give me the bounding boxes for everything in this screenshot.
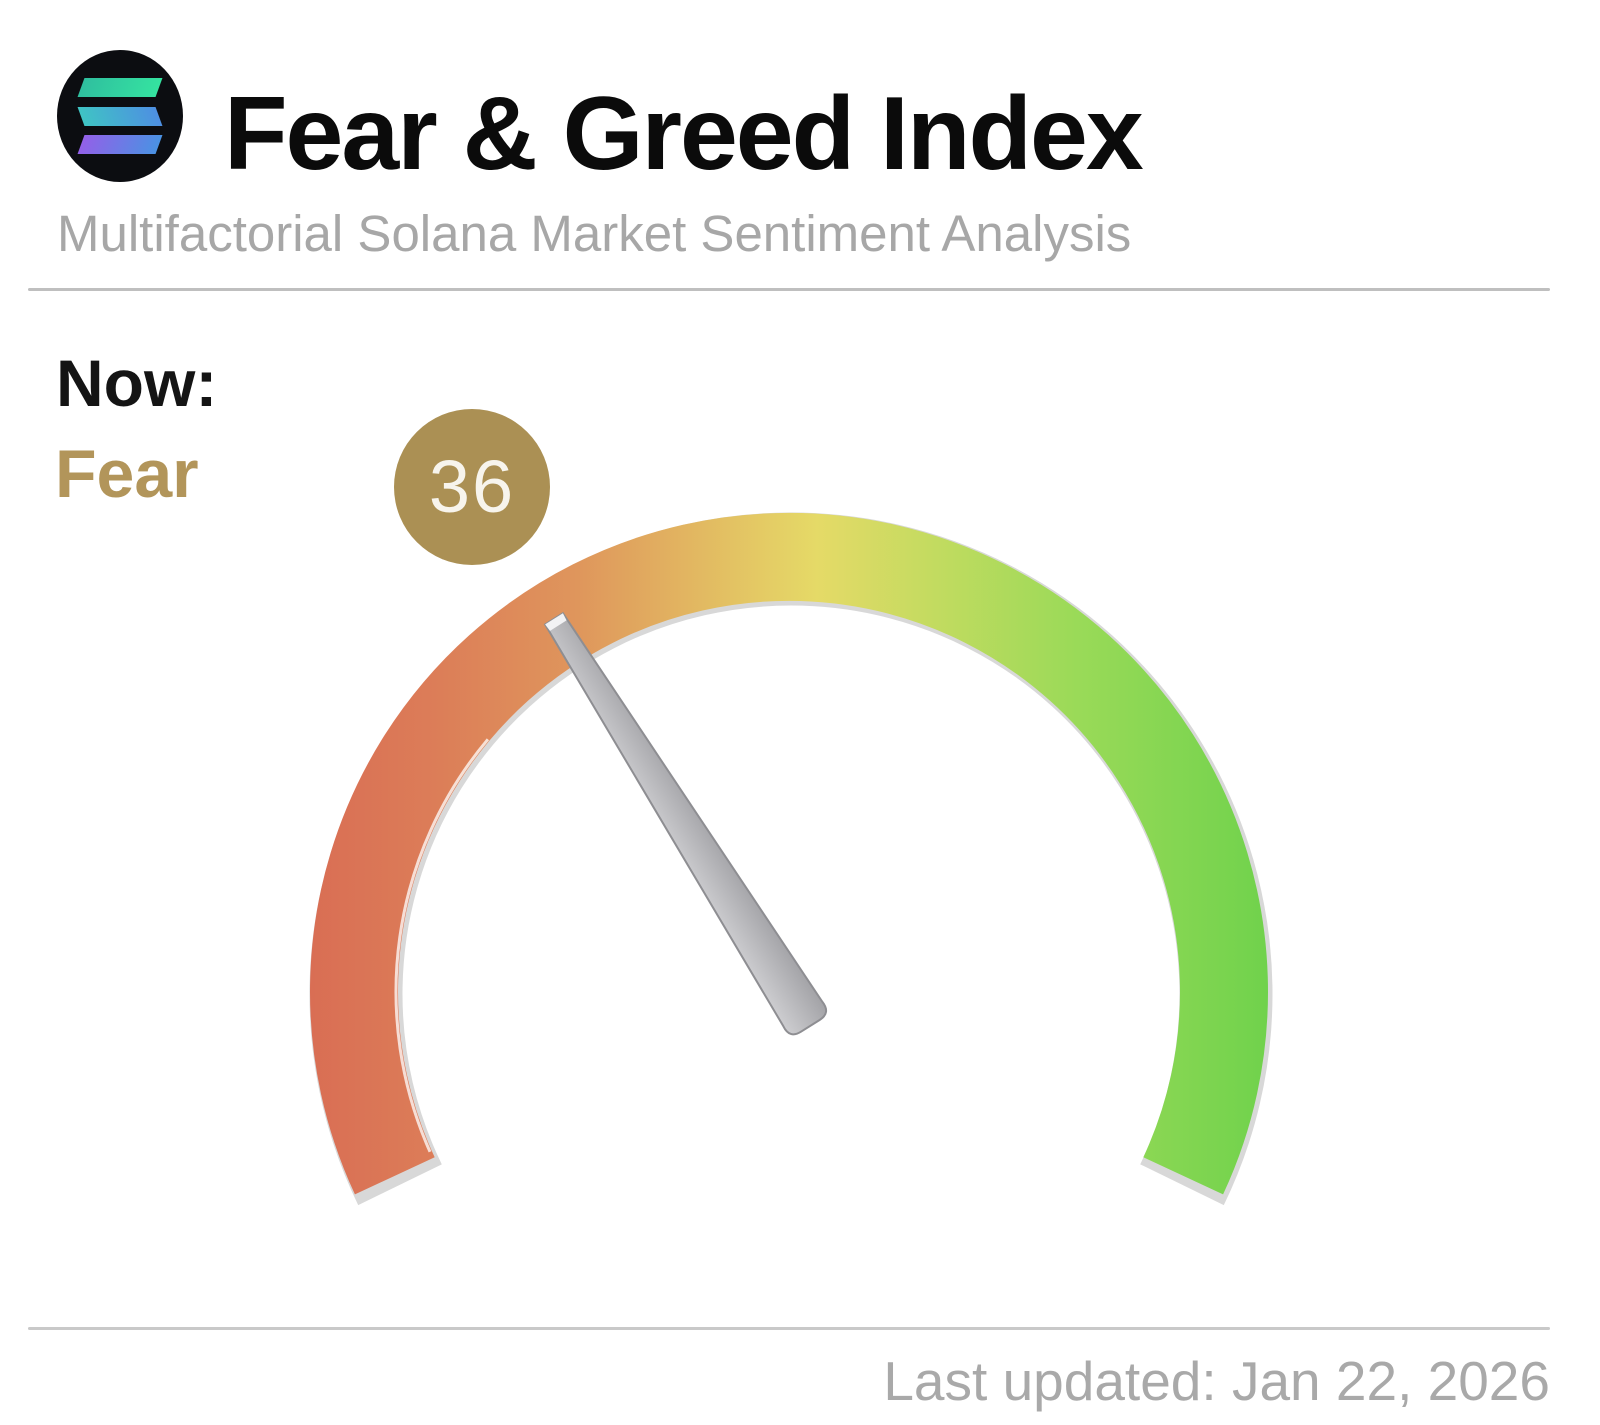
- page-subtitle: Multifactorial Solana Market Sentiment A…: [57, 205, 1132, 262]
- gauge-needle: [543, 611, 828, 1036]
- last-updated-text: Last updated: Jan 22, 2026: [883, 1350, 1550, 1412]
- header-divider: [28, 288, 1550, 291]
- value-badge-number: 36: [428, 445, 516, 528]
- value-badge: 36: [394, 409, 550, 565]
- gauge-inner-highlight: [394, 738, 490, 1153]
- solana-logo-icon: [57, 50, 183, 182]
- sentiment-label: Fear: [55, 436, 199, 512]
- gauge-color-arc: [310, 512, 1268, 1195]
- page-title: Fear & Greed Index: [224, 76, 1144, 192]
- now-label: Now:: [56, 346, 218, 420]
- footer-divider: [28, 1327, 1550, 1330]
- gauge-needle-group: [543, 611, 828, 1036]
- gauge-needle-tip-highlight: [545, 613, 567, 631]
